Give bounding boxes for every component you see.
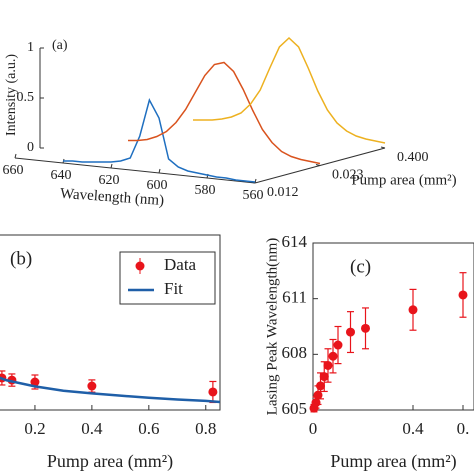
plot-frame — [0, 234, 221, 411]
x-tick-label: 580 — [195, 183, 216, 198]
panel-label: (c) — [350, 256, 371, 277]
y-tick-label: 611 — [282, 288, 307, 307]
data-point — [328, 351, 338, 361]
x-tick-label: 0.4 — [402, 419, 424, 438]
y-tick-label: 605 — [282, 399, 308, 418]
depth-axis-label: Pump area (mm²) — [351, 172, 456, 188]
depth-tick-label: 0.012 — [267, 185, 299, 200]
x-tick-label: 0.8 — [195, 419, 216, 438]
data-point — [346, 327, 355, 337]
x-tick-label: 660 — [3, 163, 24, 178]
x-tick — [14, 153, 17, 159]
legend-swatch — [135, 261, 145, 271]
x-tick-label: 0.2 — [24, 419, 45, 438]
data-point — [319, 372, 329, 382]
x-tick-label: 0 — [309, 419, 318, 438]
x-axis-label: Pump area (mm²) — [330, 451, 456, 472]
z-axis-label: Intensity (a.u.) — [4, 54, 19, 136]
data-point — [323, 360, 333, 370]
y-axis-label: Lasing Peak Wavelength(nm) — [264, 238, 280, 416]
legend-label: Fit — [164, 279, 183, 298]
data-point — [408, 305, 418, 315]
panel-label: (a) — [52, 38, 68, 53]
panel-label: (b) — [10, 248, 32, 269]
data-point — [333, 340, 343, 350]
depth-tick-label: 0.400 — [397, 150, 429, 165]
legend-box — [119, 251, 216, 305]
data-point — [458, 290, 468, 300]
x-tick — [158, 168, 161, 174]
data-point — [30, 377, 40, 387]
x-tick-label: 640 — [51, 168, 72, 183]
x-axis-label: Pump area (mm²) — [47, 451, 173, 472]
y-tick-label: 614 — [282, 232, 308, 251]
spectrum — [193, 36, 386, 144]
depth-tick — [315, 164, 321, 166]
fit-line — [0, 376, 221, 404]
plot-frame — [312, 242, 474, 411]
legend-label: Data — [164, 255, 197, 274]
x-tick-label: 600 — [147, 178, 168, 193]
x-tick-label: 0. — [457, 419, 470, 438]
data-point — [208, 387, 218, 397]
x-tick-label: 0.6 — [138, 419, 159, 438]
depth-tick — [380, 146, 386, 149]
x-tick — [254, 178, 257, 184]
z-tick-label: 0.5 — [17, 90, 35, 105]
z-tick-label: 0 — [27, 140, 34, 155]
y-tick-label: 608 — [282, 343, 308, 362]
z-tick-label: 1 — [27, 40, 34, 55]
x-tick-label: 0.4 — [81, 419, 103, 438]
depth-tick-label: 0.023 — [332, 168, 364, 183]
spectrum — [63, 97, 256, 183]
data-point — [361, 323, 370, 333]
data-point — [87, 381, 97, 391]
x-tick-label: 620 — [99, 173, 120, 188]
spectrum — [128, 61, 321, 165]
x-axis — [14, 157, 256, 184]
x-tick-label: 560 — [243, 188, 264, 203]
x-axis-label: Wavelength (nm) — [60, 186, 165, 209]
data-point — [316, 381, 325, 391]
x-tick — [110, 163, 113, 169]
